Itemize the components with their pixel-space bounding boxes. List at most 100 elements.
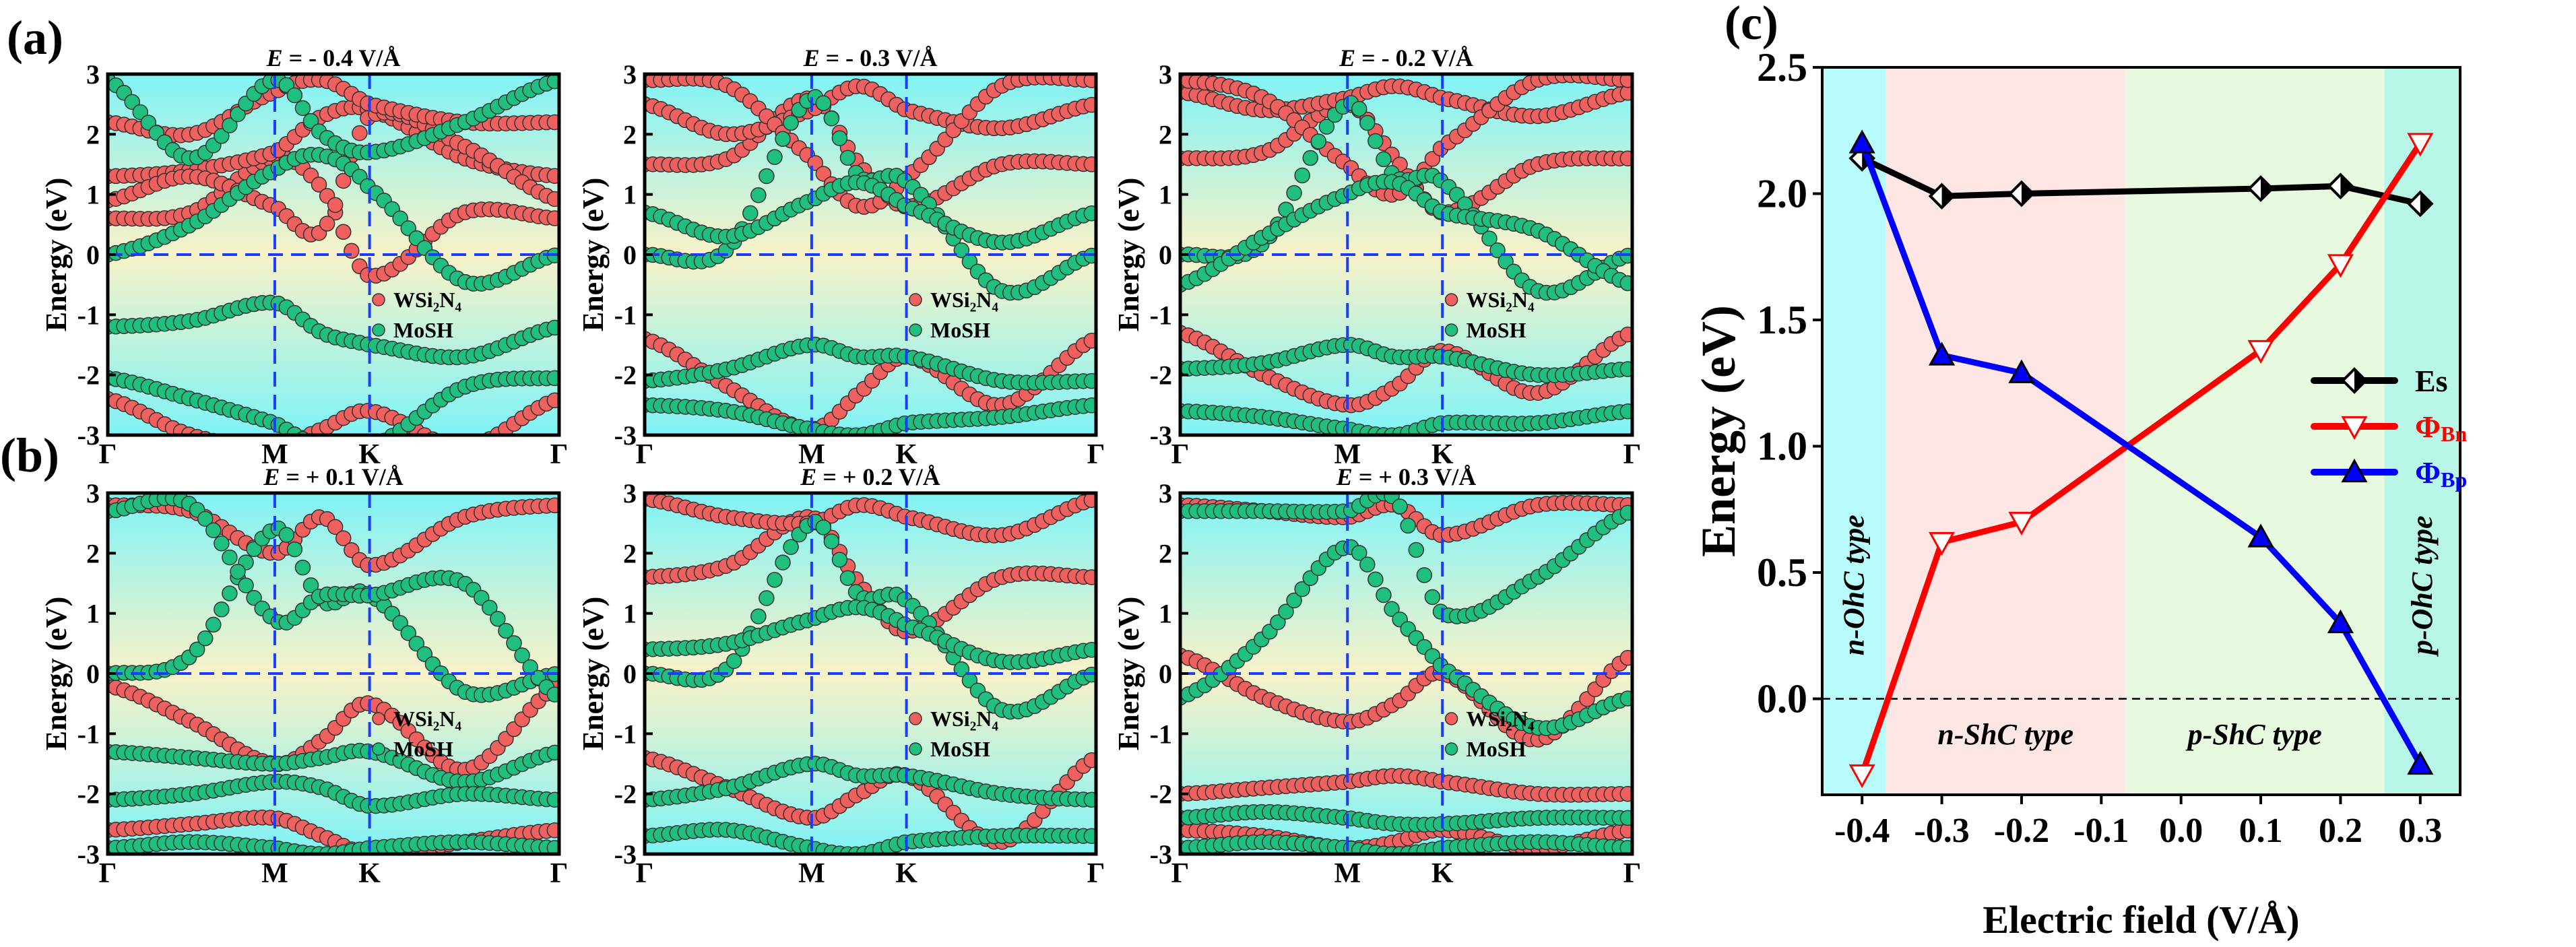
band-dot [304,436,319,451]
band-dot [1351,100,1367,117]
y-tick-label: 3 [86,59,100,90]
y-tick-label: 2 [1159,119,1172,150]
y-tick-label: -1 [77,300,100,330]
band-dot [286,541,303,558]
band-dot [278,527,295,543]
mosh-band [1180,337,1632,383]
legend-marker [372,712,385,725]
data-point-fill [2354,369,2366,392]
y-tick-label: 0 [623,240,637,270]
legend-marker [909,712,922,725]
band-dot [1619,690,1632,707]
band-dot [1359,115,1376,131]
y-tick-label: -2 [77,360,100,391]
y-tick-label: 0.0 [1757,677,1807,721]
k-point-label: Γ [550,439,569,470]
band-dot [238,438,253,453]
band-dot [750,187,767,203]
region-label: n-OhC type [1837,515,1870,655]
k-point-label: M [261,439,288,470]
data-point [2341,458,2368,483]
legend-marker [909,742,922,756]
k-point-label: M [261,858,288,889]
band-dot [1481,230,1498,247]
band-dot [546,822,559,839]
band-dot [246,541,262,558]
band-dot [1619,504,1632,521]
legend-marker [909,323,922,337]
band-dot [831,552,848,568]
data-point [2327,609,2354,634]
legend-marker [1444,293,1458,306]
legend-marker [372,742,385,756]
data-point [2008,359,2035,383]
band-dot [1278,603,1294,620]
panel-title: E = + 0.1 V/Å [263,463,403,490]
y-tick-label: -1 [614,300,637,330]
region-label: n-ShC type [1937,718,2073,751]
x-tick-label: -0.3 [1914,812,1969,850]
k-point-label: Γ [1087,439,1105,470]
band-dot [783,539,799,555]
mosh-band [108,74,559,166]
legend-label: WSi₂N₄ [930,707,998,731]
y-tick-label: -3 [1150,420,1172,451]
band-dot [312,439,327,454]
k-point-label: K [1431,439,1454,470]
y-tick-label: 1 [86,180,100,210]
panel-title: E = + 0.3 V/Å [1336,463,1476,490]
y-tick-label: 0 [1159,659,1172,689]
band-dot [466,438,481,453]
band-dot [1083,791,1096,808]
band-dot [400,625,416,641]
band-dot [222,436,237,451]
k-point-label: Γ [636,858,654,889]
band-dot [1376,151,1392,168]
band-dot [132,104,148,121]
legend-marker [372,323,385,337]
legend-marker [1444,742,1458,756]
series-line [1859,141,2423,776]
band-dot [1294,581,1310,597]
mosh-band [108,146,559,292]
band-dot [214,128,230,144]
band-dot [1083,333,1096,349]
band-dot [1619,649,1632,666]
band-dot [1424,151,1441,167]
band-dot [546,392,559,409]
band-dot [953,242,970,259]
band-dot [1083,752,1096,769]
panel-label-c: (c) [1725,0,1778,50]
y-tick-label: -3 [77,420,100,451]
wsi2n4-band [1180,768,1632,803]
y-axis-label: Energy (eV) [1112,178,1145,332]
y-tick-label: 1 [623,180,637,210]
band-dot [1302,150,1318,166]
y-tick-label: -2 [614,779,637,810]
series-line [1861,155,2421,207]
band-dot [1083,205,1096,222]
band-dot [546,791,559,808]
band-dot [1416,567,1433,583]
band-dot [1083,569,1096,585]
y-axis-label: Energy (eV) [577,597,610,751]
band-dot [1083,642,1096,658]
mosh-band [1180,403,1632,435]
band-dot [1294,167,1310,184]
mosh-band [108,773,559,814]
band-dot [344,242,360,259]
band-dot [1619,361,1632,377]
wsi2n4-band [108,391,559,453]
legend-marker [372,293,385,306]
k-point-label: M [798,858,825,889]
x-tick-label: 0.1 [2239,812,2283,850]
y-tick-label: 2 [86,538,100,568]
k-point-label: K [895,439,917,470]
mosh-band [108,742,559,790]
band-dot [1619,810,1632,826]
x-axis-label: Electric field (V/Å) [1983,898,2299,942]
x-tick-label: 0.3 [2398,812,2442,850]
band-dot [1619,74,1632,88]
